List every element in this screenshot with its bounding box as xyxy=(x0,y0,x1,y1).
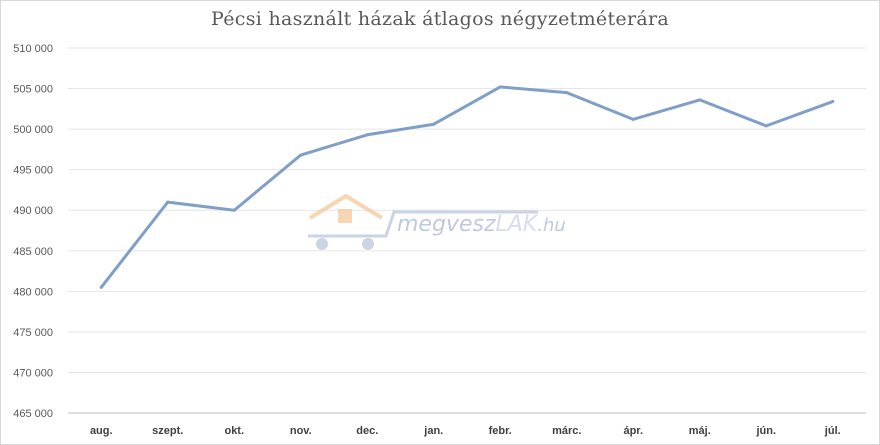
x-tick-label: jún. xyxy=(755,425,776,437)
data-point xyxy=(764,124,768,128)
x-tick-label: nov. xyxy=(290,425,312,437)
grid-lines xyxy=(68,47,866,414)
y-tick-label: 465 000 xyxy=(13,408,53,420)
x-tick-label: febr. xyxy=(489,425,512,437)
watermark-text: megveszLAK.hu xyxy=(397,212,566,237)
y-tick-label: 480 000 xyxy=(13,286,53,298)
x-axis-ticks: aug. szept. okt. nov. dec. jan. febr. márc. ápr.… xyxy=(90,425,841,437)
data-point xyxy=(498,85,502,89)
y-tick-label: 495 000 xyxy=(13,165,53,177)
data-point xyxy=(432,122,436,126)
cart-wheel-left-icon xyxy=(316,238,328,250)
cart-icon xyxy=(308,210,538,238)
x-tick-label: okt. xyxy=(224,425,244,437)
series-group xyxy=(99,85,835,289)
data-point xyxy=(99,285,103,289)
cart-wheel-right-icon xyxy=(362,238,374,250)
watermark-brand-part1: megvesz xyxy=(397,212,496,237)
data-point xyxy=(698,98,702,102)
data-point xyxy=(166,200,170,204)
data-point xyxy=(631,117,635,121)
watermark-brand-part2: LAK xyxy=(496,212,539,237)
data-point xyxy=(232,208,236,212)
x-tick-label: ápr. xyxy=(623,425,643,437)
x-tick-label: márc. xyxy=(552,425,581,437)
x-tick-label: szept. xyxy=(152,425,183,437)
data-point xyxy=(365,133,369,137)
house-icon xyxy=(308,194,384,220)
watermark-brand-part3: .hu xyxy=(537,215,566,236)
y-tick-label: 510 000 xyxy=(13,43,53,55)
watermark-logo: megveszLAK.hu xyxy=(308,194,566,250)
data-point xyxy=(299,153,303,157)
chart-title: Pécsi használt házak átlagos négyzetméte… xyxy=(211,8,669,30)
y-tick-label: 475 000 xyxy=(13,327,53,339)
house-window-icon xyxy=(338,209,352,223)
x-tick-label: dec. xyxy=(356,425,378,437)
y-tick-label: 470 000 xyxy=(13,367,53,379)
x-tick-label: máj. xyxy=(689,425,711,437)
y-axis-ticks: 465 000 470 000 475 000 480 000 485 000 490 0… xyxy=(13,43,53,420)
x-tick-label: aug. xyxy=(90,425,113,437)
x-tick-label: júl. xyxy=(824,425,841,437)
y-tick-label: 500 000 xyxy=(13,124,53,136)
y-tick-label: 505 000 xyxy=(13,84,53,96)
data-point xyxy=(831,100,835,104)
x-tick-label: jan. xyxy=(423,425,443,437)
y-tick-label: 490 000 xyxy=(13,205,53,217)
y-tick-label: 485 000 xyxy=(13,246,53,258)
series-line xyxy=(99,85,835,289)
data-point xyxy=(565,91,569,95)
